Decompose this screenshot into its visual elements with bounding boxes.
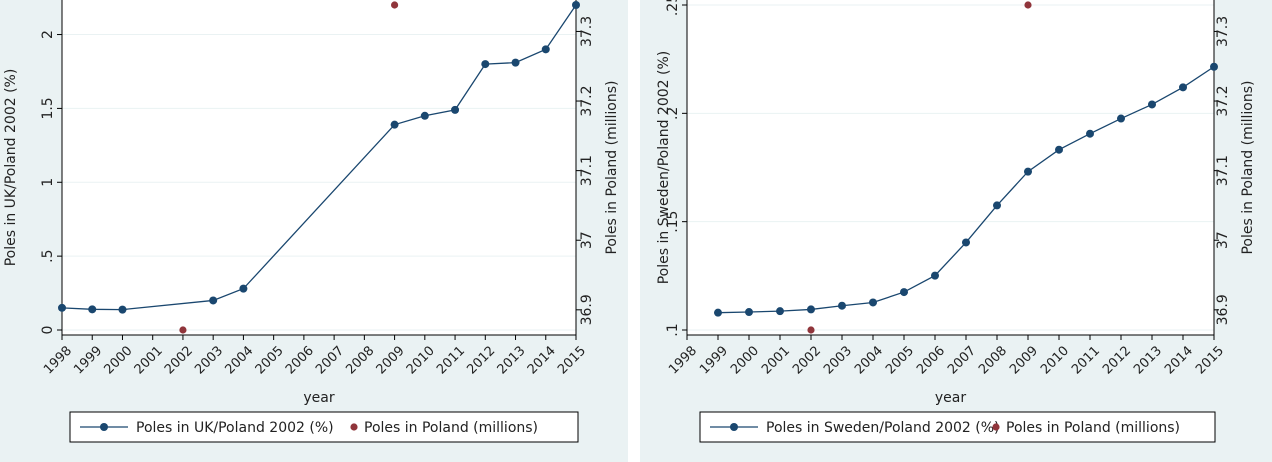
data-point (745, 308, 753, 317)
data-point (481, 60, 490, 69)
data-point (239, 284, 248, 293)
y2-tick-label: 37.1 (1215, 155, 1231, 186)
legend-marker (730, 423, 738, 431)
chart-panel-1: 0.511.5236.93737.137.237.319981999200020… (0, 0, 628, 462)
data-point (1117, 114, 1125, 123)
y2-tick-label: 37.2 (1215, 85, 1231, 116)
legend-label: Poles in Poland (millions) (364, 420, 538, 436)
y-tick-label: 2 (40, 30, 56, 39)
legend-marker (992, 423, 1000, 431)
y-tick-label: 1 (40, 178, 56, 187)
data-point (776, 307, 784, 316)
legend-label: Poles in Sweden/Poland 2002 (%) (766, 420, 1000, 436)
y2-tick-label: 36.9 (1215, 294, 1231, 325)
chart-panel-2: .1.15.2.2536.93737.137.237.3199819992000… (640, 0, 1272, 462)
y-tick-label: .1 (665, 323, 681, 336)
y-tick-label: .5 (40, 249, 56, 262)
y-axis-title: Poles in Sweden/Poland 2002 (%) (656, 51, 672, 285)
y2-tick-label: 36.9 (579, 294, 595, 325)
data-point (807, 305, 815, 314)
data-point-secondary (1024, 1, 1032, 9)
data-point (931, 271, 939, 280)
data-point (118, 305, 127, 314)
data-point (390, 120, 399, 129)
data-point (1210, 62, 1218, 71)
y2-tick-label: 37 (579, 231, 595, 249)
data-point (1179, 83, 1187, 92)
x-axis-title: year (935, 390, 966, 406)
data-point (572, 1, 580, 9)
data-point (962, 238, 970, 247)
legend-label: Poles in UK/Poland 2002 (%) (136, 420, 334, 436)
legend (699, 411, 1216, 443)
plot-area (687, 0, 1214, 335)
data-point (58, 303, 66, 312)
data-point (541, 45, 550, 54)
data-point (420, 111, 429, 120)
x-axis-title: year (303, 390, 334, 406)
y-tick-label: .2 (665, 107, 681, 120)
y-tick-label: 0 (40, 326, 56, 335)
y2-tick-label: 37.3 (1215, 16, 1231, 47)
data-point (869, 298, 877, 307)
plot-area (62, 0, 576, 335)
y-axis-title: Poles in UK/Poland 2002 (%) (3, 69, 19, 267)
y2-axis-title: Poles in Poland (millions) (1240, 80, 1256, 254)
legend (69, 411, 579, 443)
data-point-secondary (179, 326, 187, 334)
y2-tick-label: 37.2 (579, 85, 595, 116)
y-tick-label: .25 (665, 0, 681, 16)
y-tick-label: 1.5 (40, 97, 56, 119)
data-point-secondary (390, 1, 399, 9)
legend-marker (350, 423, 358, 431)
data-point (1148, 100, 1156, 109)
y2-axis-title: Poles in Poland (millions) (604, 80, 620, 254)
data-point (1024, 167, 1032, 176)
legend-marker (100, 423, 108, 431)
data-point (900, 288, 908, 297)
legend-label: Poles in Poland (millions) (1006, 420, 1180, 436)
y2-tick-label: 37 (1215, 231, 1231, 249)
data-point (1086, 129, 1094, 138)
data-point (209, 296, 218, 305)
data-point (838, 301, 846, 310)
data-point-secondary (807, 326, 815, 334)
data-point (993, 201, 1001, 210)
data-point (88, 305, 97, 314)
data-point (714, 308, 722, 317)
y-tick-label: .15 (665, 211, 681, 233)
y2-tick-label: 37.3 (579, 16, 595, 47)
data-point (451, 105, 460, 114)
series-line (61, 4, 577, 311)
y2-tick-label: 37.1 (579, 155, 595, 186)
data-point (1055, 145, 1063, 154)
data-point (511, 58, 520, 67)
